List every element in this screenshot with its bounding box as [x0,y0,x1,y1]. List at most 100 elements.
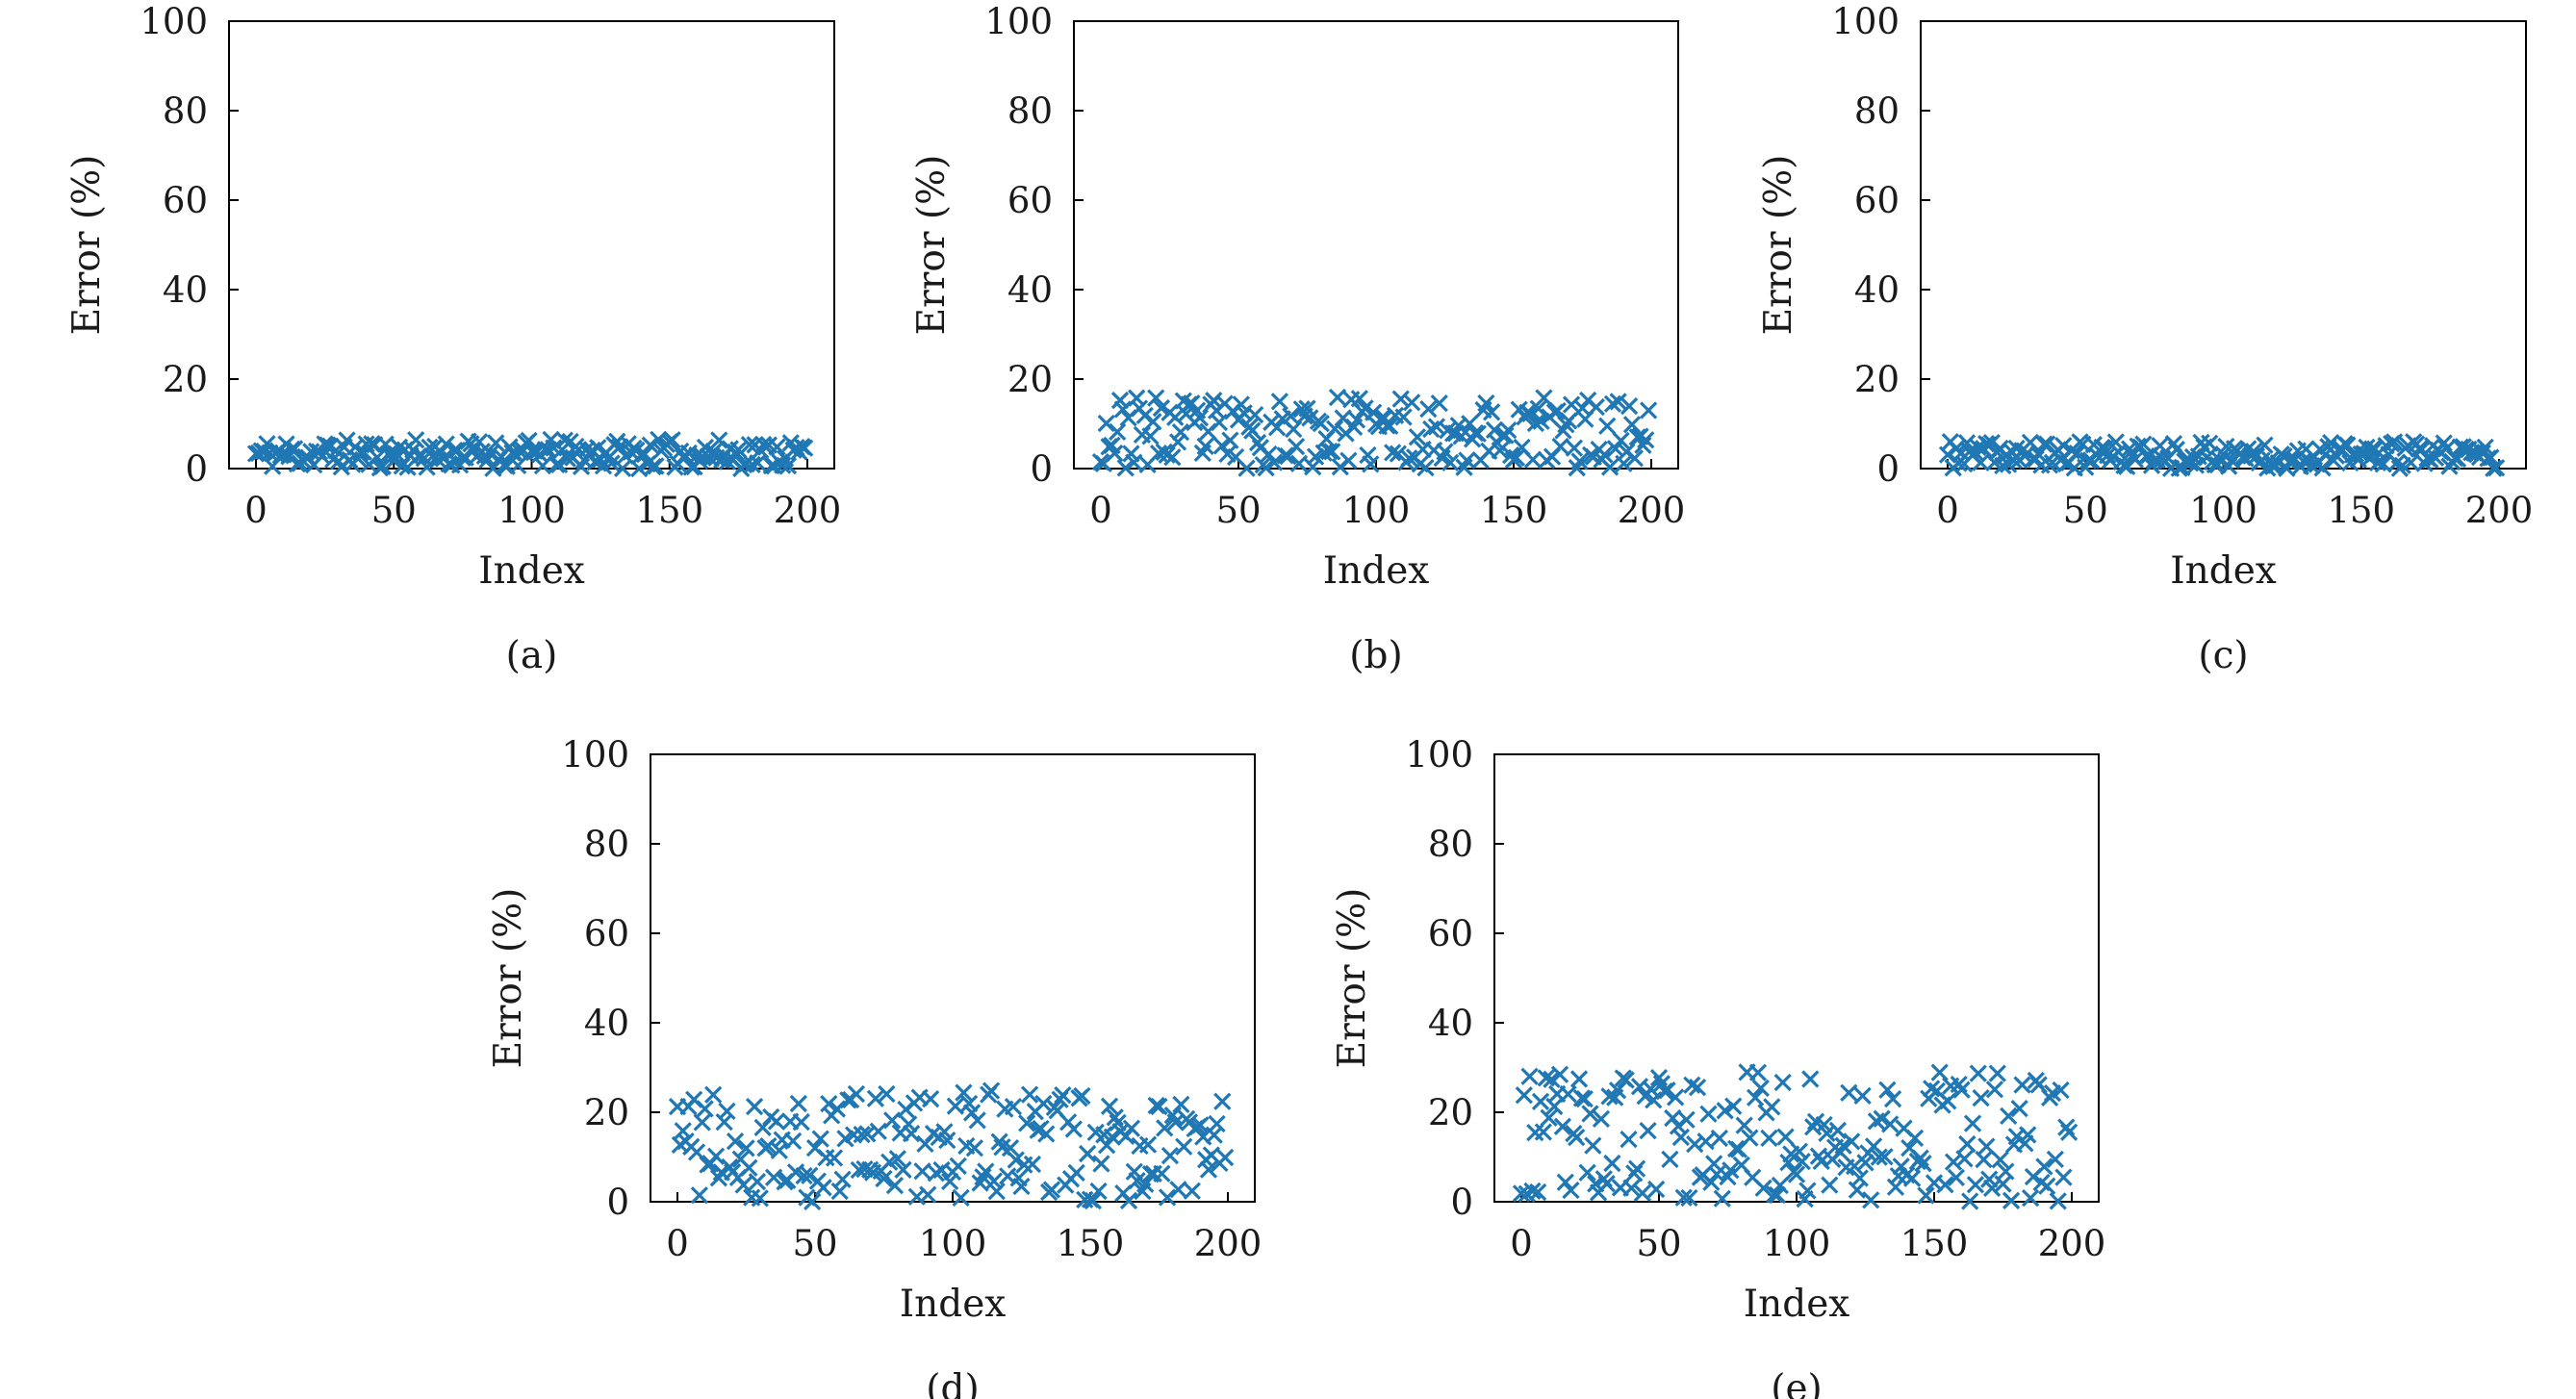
data-point [1020,1085,1039,1104]
x-tick-label: 150 [2327,490,2395,531]
data-point [1427,418,1446,436]
data-point [285,440,304,458]
data-point [1430,394,1448,413]
data-point [1622,1179,1641,1197]
data-point [878,1084,896,1104]
data-point [715,1112,733,1132]
data-point [1710,1129,1729,1148]
data-point [2021,433,2040,452]
x-tick-label: 50 [1215,490,1261,531]
data-point [1001,1138,1020,1157]
data-point [1158,1188,1177,1207]
data-point [548,455,566,474]
data-point [1600,458,1620,476]
data-point [1982,434,2001,452]
data-point [1969,1064,1987,1082]
data-point [1350,390,1368,408]
data-point [1997,1162,2015,1181]
data-point [1850,1169,1869,1187]
x-tick-label: 100 [497,490,566,531]
y-tick-label: 20 [1854,359,1900,400]
data-point [1699,1105,1718,1123]
data-point [373,457,392,475]
data-point [778,456,798,475]
data-point [2038,1177,2056,1195]
data-point [1853,1086,1872,1106]
data-point [1325,420,1344,438]
data-point [1212,437,1231,455]
data-point [751,1189,769,1208]
x-tick-label: 200 [1618,490,1686,531]
data-point [693,1113,711,1132]
data-point [1007,1151,1025,1169]
data-point [1914,1155,1932,1173]
data-point [2010,1099,2028,1118]
data-point [704,1085,723,1104]
data-point [888,1150,906,1168]
data-point [1540,1108,1558,1127]
data-point [1141,427,1160,445]
data-point [2201,434,2219,452]
data-point [1537,1069,1555,1087]
data-point [1458,451,1476,470]
data-point [1873,1109,1891,1128]
data-point [1320,443,1339,461]
x-tick-label: 150 [1900,1223,1969,1264]
data-point [1515,1086,1533,1105]
data-point [1128,389,1146,407]
data-point [630,459,649,478]
data-point [1312,414,1330,433]
data-point [1741,1129,1759,1147]
data-point [1097,414,1115,433]
data-point [2021,1188,2040,1208]
data-point [706,1147,726,1165]
data-point [949,1157,967,1176]
data-point [1534,1123,1553,1141]
y-tick-label: 80 [1007,90,1053,132]
data-point [1595,445,1614,464]
data-point [1147,389,1165,407]
data-point [602,454,621,472]
data-point [1881,1115,1900,1133]
data-point [1468,424,1487,443]
plot-frame [1493,753,2100,1203]
data-point [1436,443,1454,461]
data-point [1776,1128,1795,1146]
data-point [833,1170,852,1188]
data-point [1713,1189,1731,1208]
data-point [946,1097,964,1115]
data-point [690,1186,709,1205]
x-tick-label: 150 [635,490,703,531]
data-point [1760,1129,1778,1147]
data-point [1683,1076,1701,1094]
data-point [1403,394,1421,412]
data-point [894,1160,912,1179]
data-point [2000,1106,2018,1126]
x-tick-label: 100 [2189,490,2257,531]
data-point [1208,1114,1226,1133]
data-point [2151,437,2169,455]
data-point [2019,1126,2037,1144]
data-point [1584,1136,1602,1155]
data-point [1282,407,1300,425]
data-point [1801,1070,1820,1088]
y-tick-label: 80 [584,824,629,865]
y-tick-label: 100 [1831,1,1900,42]
data-point [1966,1176,1985,1194]
x-tick-label: 150 [1480,490,1548,531]
data-point [1722,1161,1740,1180]
data-point [1809,1147,1828,1165]
data-point [274,445,293,464]
data-point [418,458,436,476]
data-point [1067,1163,1085,1182]
data-point [1477,394,1495,413]
y-tick-label: 20 [1007,359,1053,400]
data-point [1702,1173,1721,1191]
data-point [1073,1086,1091,1106]
data-point [2013,1076,2031,1094]
data-point [1568,1129,1586,1147]
data-point [1883,1089,1902,1108]
data-point [1991,1151,2009,1169]
data-point [1144,413,1162,431]
x-axis-label: Index [900,1283,1007,1326]
